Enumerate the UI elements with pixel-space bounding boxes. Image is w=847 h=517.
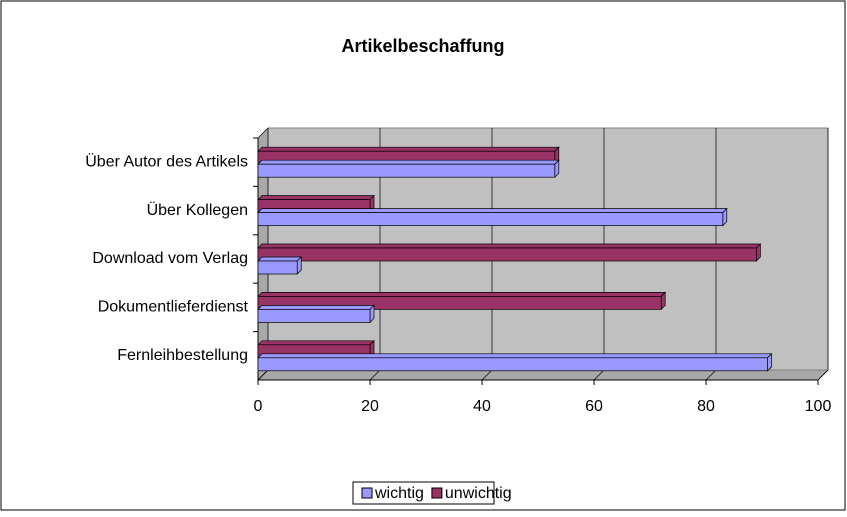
y-tick-label: Über Autor des Artikels [85,152,248,170]
y-tick-label: Fernleihbestellung [117,347,248,364]
grid-line [257,369,269,381]
bar-top [257,159,560,165]
grid-line [593,369,605,381]
x-tick-label: 0 [254,398,263,415]
bar [257,163,556,178]
bar [257,247,757,262]
floor [257,369,829,381]
grid-line [705,369,717,381]
y-tick-label: Download vom Verlag [92,250,248,267]
bar-top [257,208,728,213]
bar-top [257,243,762,249]
y-tick-label: Über Kollegen [147,201,248,219]
x-tick-label: 20 [361,398,379,415]
x-tick-label: 40 [473,398,491,415]
bar [257,260,298,275]
bar-top [257,340,375,346]
grid-line [817,369,829,381]
legend-swatch [361,487,373,499]
bar-top [257,305,375,310]
legend-swatch [431,487,443,499]
bar [257,212,724,226]
chart-title: Artikelbeschaffung [341,36,504,56]
legend-label: unwichtig [445,485,512,502]
x-tick-label: 80 [697,398,715,415]
x-tick-label: 100 [805,398,832,415]
legend-box [352,481,495,505]
bar [257,357,768,372]
grid-line [481,369,493,381]
grid-line [369,369,381,381]
bar [257,309,371,323]
bar-top [257,353,773,359]
bar-top [257,292,667,297]
y-tick-label: Dokumentlieferdienst [98,299,249,316]
bar-top [257,256,303,262]
bar-top [257,146,560,152]
x-tick-label: 60 [585,398,603,415]
bar-top [257,195,375,200]
legend-label: wichtig [374,485,424,502]
